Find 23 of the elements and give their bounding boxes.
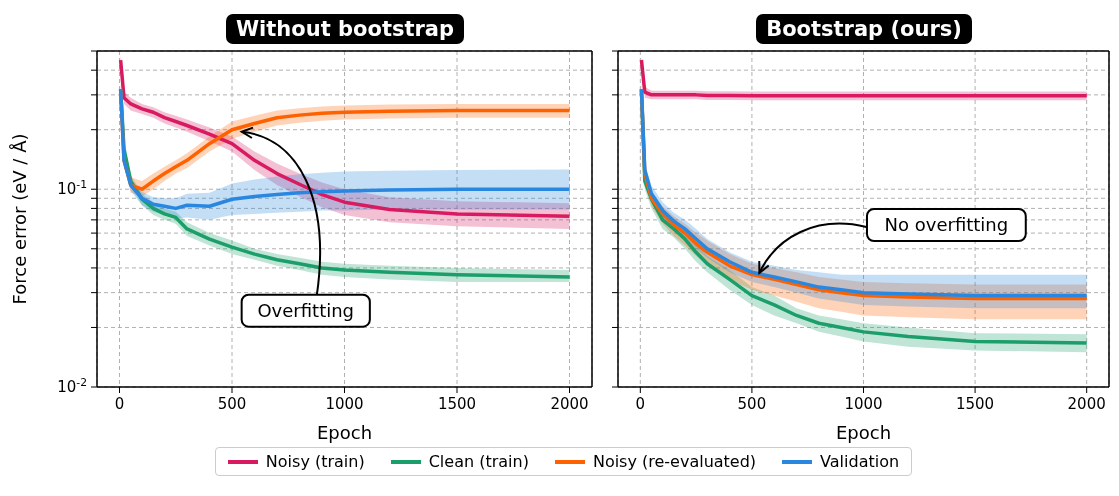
legend-label: Validation (820, 452, 900, 471)
chart-title: Bootstrap (ours) (756, 14, 972, 44)
y-axis-title: Force error (eV / Å) (9, 133, 31, 305)
x-tick-label: 2000 (1067, 395, 1106, 413)
legend-label: Noisy (train) (265, 452, 365, 471)
x-tick-label: 1500 (956, 395, 995, 413)
x-tick-label: 1500 (437, 395, 477, 413)
x-tick-label: 0 (114, 395, 125, 413)
y-tick-label: 10$^{-1}$ (57, 177, 87, 199)
chart-title: Without bootstrap (225, 14, 465, 44)
x-tick-label: 500 (217, 395, 247, 413)
x-tick-label: 1000 (325, 395, 364, 413)
y-tick-label: 10$^{-2}$ (57, 375, 87, 396)
legend-label: Clean (train) (428, 452, 529, 471)
legend-label: Noisy (re-evaluated) (592, 452, 757, 471)
x-tick-label: 500 (737, 395, 767, 413)
x-axis-title: Epoch (835, 422, 892, 443)
annotation: Overfitting (257, 299, 355, 321)
x-tick-label: 0 (635, 395, 646, 413)
x-tick-label: 1000 (844, 395, 883, 413)
annotation: No overfitting (884, 213, 1009, 235)
x-axis-title: Epoch (316, 422, 373, 443)
x-tick-label: 2000 (550, 395, 589, 413)
